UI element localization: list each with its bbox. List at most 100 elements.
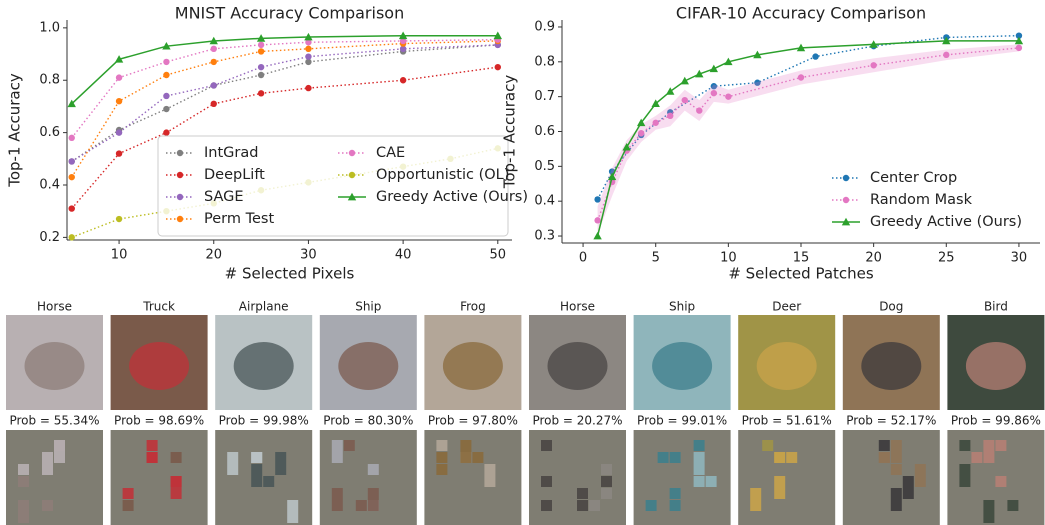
example-image [111, 315, 208, 410]
x-tick-label: 10 [111, 248, 128, 263]
legend-marker [177, 172, 183, 178]
mask-patch [368, 464, 379, 475]
marker [116, 216, 122, 222]
marker [163, 93, 169, 99]
example-prob: Prob = 99.86% [951, 414, 1041, 428]
example-label: Horse [560, 300, 595, 314]
marker [667, 113, 673, 119]
mask-patch [436, 452, 447, 463]
example-image [634, 315, 731, 410]
example-image [215, 315, 312, 410]
mask-patch [879, 440, 890, 451]
marker [710, 65, 718, 73]
example-label: Deer [772, 300, 801, 314]
marker [653, 120, 659, 126]
example-prob: Prob = 99.98% [219, 414, 309, 428]
mask-patch [694, 476, 705, 487]
example-prob: Prob = 55.34% [9, 414, 99, 428]
chart-title: MNIST Accuracy Comparison [175, 4, 404, 23]
mask-patch [774, 452, 785, 463]
legend-label: Opportunistic (OL) [376, 167, 509, 183]
masked-image [738, 430, 835, 525]
mask-patch [436, 464, 447, 475]
mask-patch [460, 440, 471, 463]
y-tick-label: 0.6 [534, 124, 555, 139]
mask-patch [891, 488, 902, 511]
mask-patch [147, 452, 158, 463]
example-label: Airplane [239, 300, 289, 314]
mask-patch [368, 488, 379, 511]
y-tick-label: 0.7 [534, 89, 555, 104]
marker [943, 52, 949, 58]
mask-patch [1007, 500, 1018, 511]
mask-patch [694, 452, 705, 475]
legend-marker [349, 172, 355, 178]
image-subject [652, 342, 712, 390]
legend-label: Perm Test [204, 211, 274, 227]
image-subject [861, 342, 921, 390]
y-tick-label: 0.4 [534, 194, 555, 209]
marker [69, 135, 75, 141]
mask-patch [484, 464, 495, 487]
mask-patch [891, 440, 902, 463]
mask-patch [436, 440, 447, 451]
mask-patch [879, 452, 890, 463]
mask-patch [356, 500, 367, 511]
mask-patch [541, 440, 552, 451]
mask-patch [915, 464, 926, 487]
legend-marker [349, 150, 355, 156]
marker [594, 217, 600, 223]
example-label: Truck [142, 300, 175, 314]
example-prob: Prob = 51.61% [742, 414, 832, 428]
mask-patch [577, 500, 588, 511]
image-subject [757, 342, 817, 390]
mask-patch [18, 476, 29, 487]
marker [681, 77, 689, 85]
mask-patch [287, 500, 298, 523]
marker [696, 107, 702, 113]
mask-patch [577, 488, 588, 499]
masked-image [947, 430, 1044, 525]
legend-marker [177, 216, 183, 222]
mask-patch [18, 500, 29, 523]
legend-marker [843, 197, 849, 203]
marker [711, 90, 717, 96]
mask-patch [995, 476, 1006, 487]
legend-label: Center Crop [870, 170, 957, 186]
legend-label: CAE [376, 145, 405, 161]
marker [258, 90, 264, 96]
mask-patch [147, 440, 158, 451]
mask-patch [263, 476, 274, 487]
mask-patch [786, 452, 797, 463]
y-tick-label: 0.9 [534, 19, 555, 34]
x-tick-label: 0 [579, 251, 587, 266]
marker [69, 234, 75, 240]
marker [211, 82, 217, 88]
image-subject [25, 342, 85, 390]
mask-patch [601, 464, 612, 475]
x-tick-label: 30 [1011, 251, 1028, 266]
mask-patch [54, 440, 65, 463]
page: {"chart_data": [ {"type": "line", "title… [0, 0, 1045, 525]
x-tick-label: 10 [720, 251, 737, 266]
legend-label: Greedy Active (Ours) [376, 189, 528, 205]
example-image [6, 315, 103, 410]
mask-patch [227, 452, 238, 475]
example-label: Bird [984, 300, 1008, 314]
mask-patch [774, 476, 785, 499]
mask-patch [959, 440, 970, 451]
legend-label: Random Mask [870, 192, 973, 208]
y-tick-label: 0.8 [534, 54, 555, 69]
x-tick-label: 20 [865, 251, 882, 266]
y-axis-label: Top-1 Accuracy [501, 75, 519, 190]
example-image [947, 315, 1044, 410]
legend-label: SAGE [204, 189, 244, 205]
mask-patch [891, 464, 902, 475]
masked-image [215, 430, 312, 525]
marker [638, 130, 644, 136]
y-tick-label: 0.4 [39, 178, 60, 193]
mask-patch [332, 488, 343, 511]
legend-label: Greedy Active (Ours) [870, 214, 1022, 230]
mask-patch [971, 452, 982, 463]
y-tick-label: 1.0 [39, 20, 60, 35]
